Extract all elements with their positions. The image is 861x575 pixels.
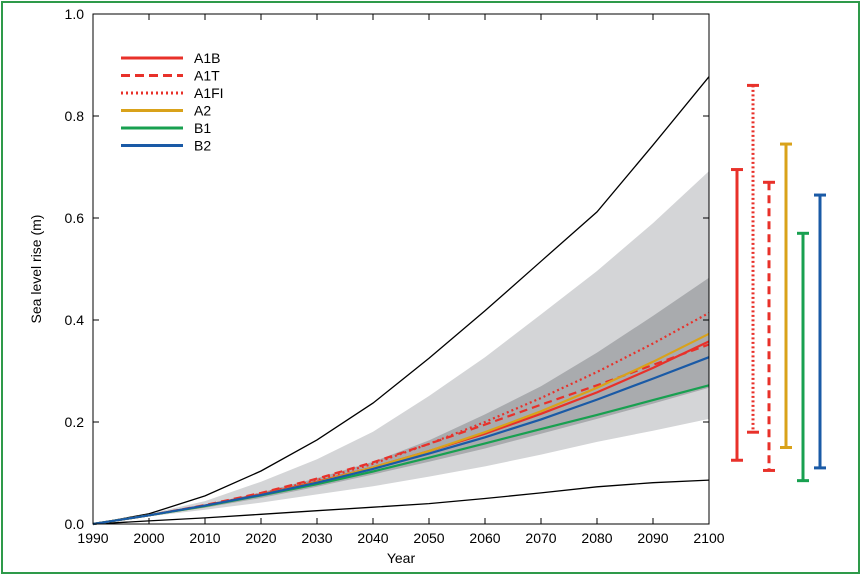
x-tick-label: 2060 [469, 530, 500, 546]
legend-label-a2: A2 [194, 103, 211, 119]
x-tick-label: 1990 [77, 530, 108, 546]
x-tick-label: 2080 [581, 530, 612, 546]
inner-uncertainty-band [93, 277, 709, 524]
range-bars-2100 [731, 83, 826, 483]
outer-uncertainty-band [93, 171, 709, 524]
upper-bound-line [92, 76, 710, 525]
legend-label-a1b: A1B [194, 50, 220, 66]
x-axis-ticks: 1990 2000 2010 2020 2030 2040 2050 2060 2070 2080… [77, 14, 725, 546]
envelope-lines [92, 76, 710, 525]
y-tick-label: 0.6 [65, 210, 85, 226]
x-tick-label: 2070 [525, 530, 556, 546]
x-tick-label: 2020 [245, 530, 276, 546]
legend-label-a1t: A1T [194, 68, 220, 84]
y-tick-label: 1.0 [65, 6, 85, 22]
x-axis-title: Year [387, 550, 416, 566]
x-tick-label: 2010 [189, 530, 220, 546]
x-tick-label: 2040 [357, 530, 388, 546]
x-tick-label: 2000 [133, 530, 164, 546]
y-tick-label: 0.2 [65, 414, 85, 430]
y-tick-label: 0.4 [65, 312, 85, 328]
y-axis-title: Sea level rise (m) [28, 215, 44, 324]
series-line-a1fi [92, 311, 710, 526]
x-tick-label: 2050 [413, 530, 444, 546]
x-tick-label: 2090 [637, 530, 668, 546]
legend-label-b1: B1 [194, 120, 211, 136]
legend-label-a1fi: A1FI [194, 85, 224, 101]
plot-area-border [92, 13, 710, 525]
uncertainty-bands [93, 171, 709, 524]
x-tick-label: 2030 [301, 530, 332, 546]
y-tick-label: 0.0 [65, 516, 85, 532]
series-line-b2 [92, 356, 710, 526]
lower-bound-line [92, 479, 710, 525]
y-tick-label: 0.8 [65, 108, 85, 124]
legend-label-b2: B2 [194, 138, 211, 154]
scenario-lines [92, 311, 710, 526]
x-tick-label: 2100 [693, 530, 724, 546]
y-axis-ticks: 0.0 0.2 0.4 0.6 0.8 1.0 [65, 6, 709, 532]
